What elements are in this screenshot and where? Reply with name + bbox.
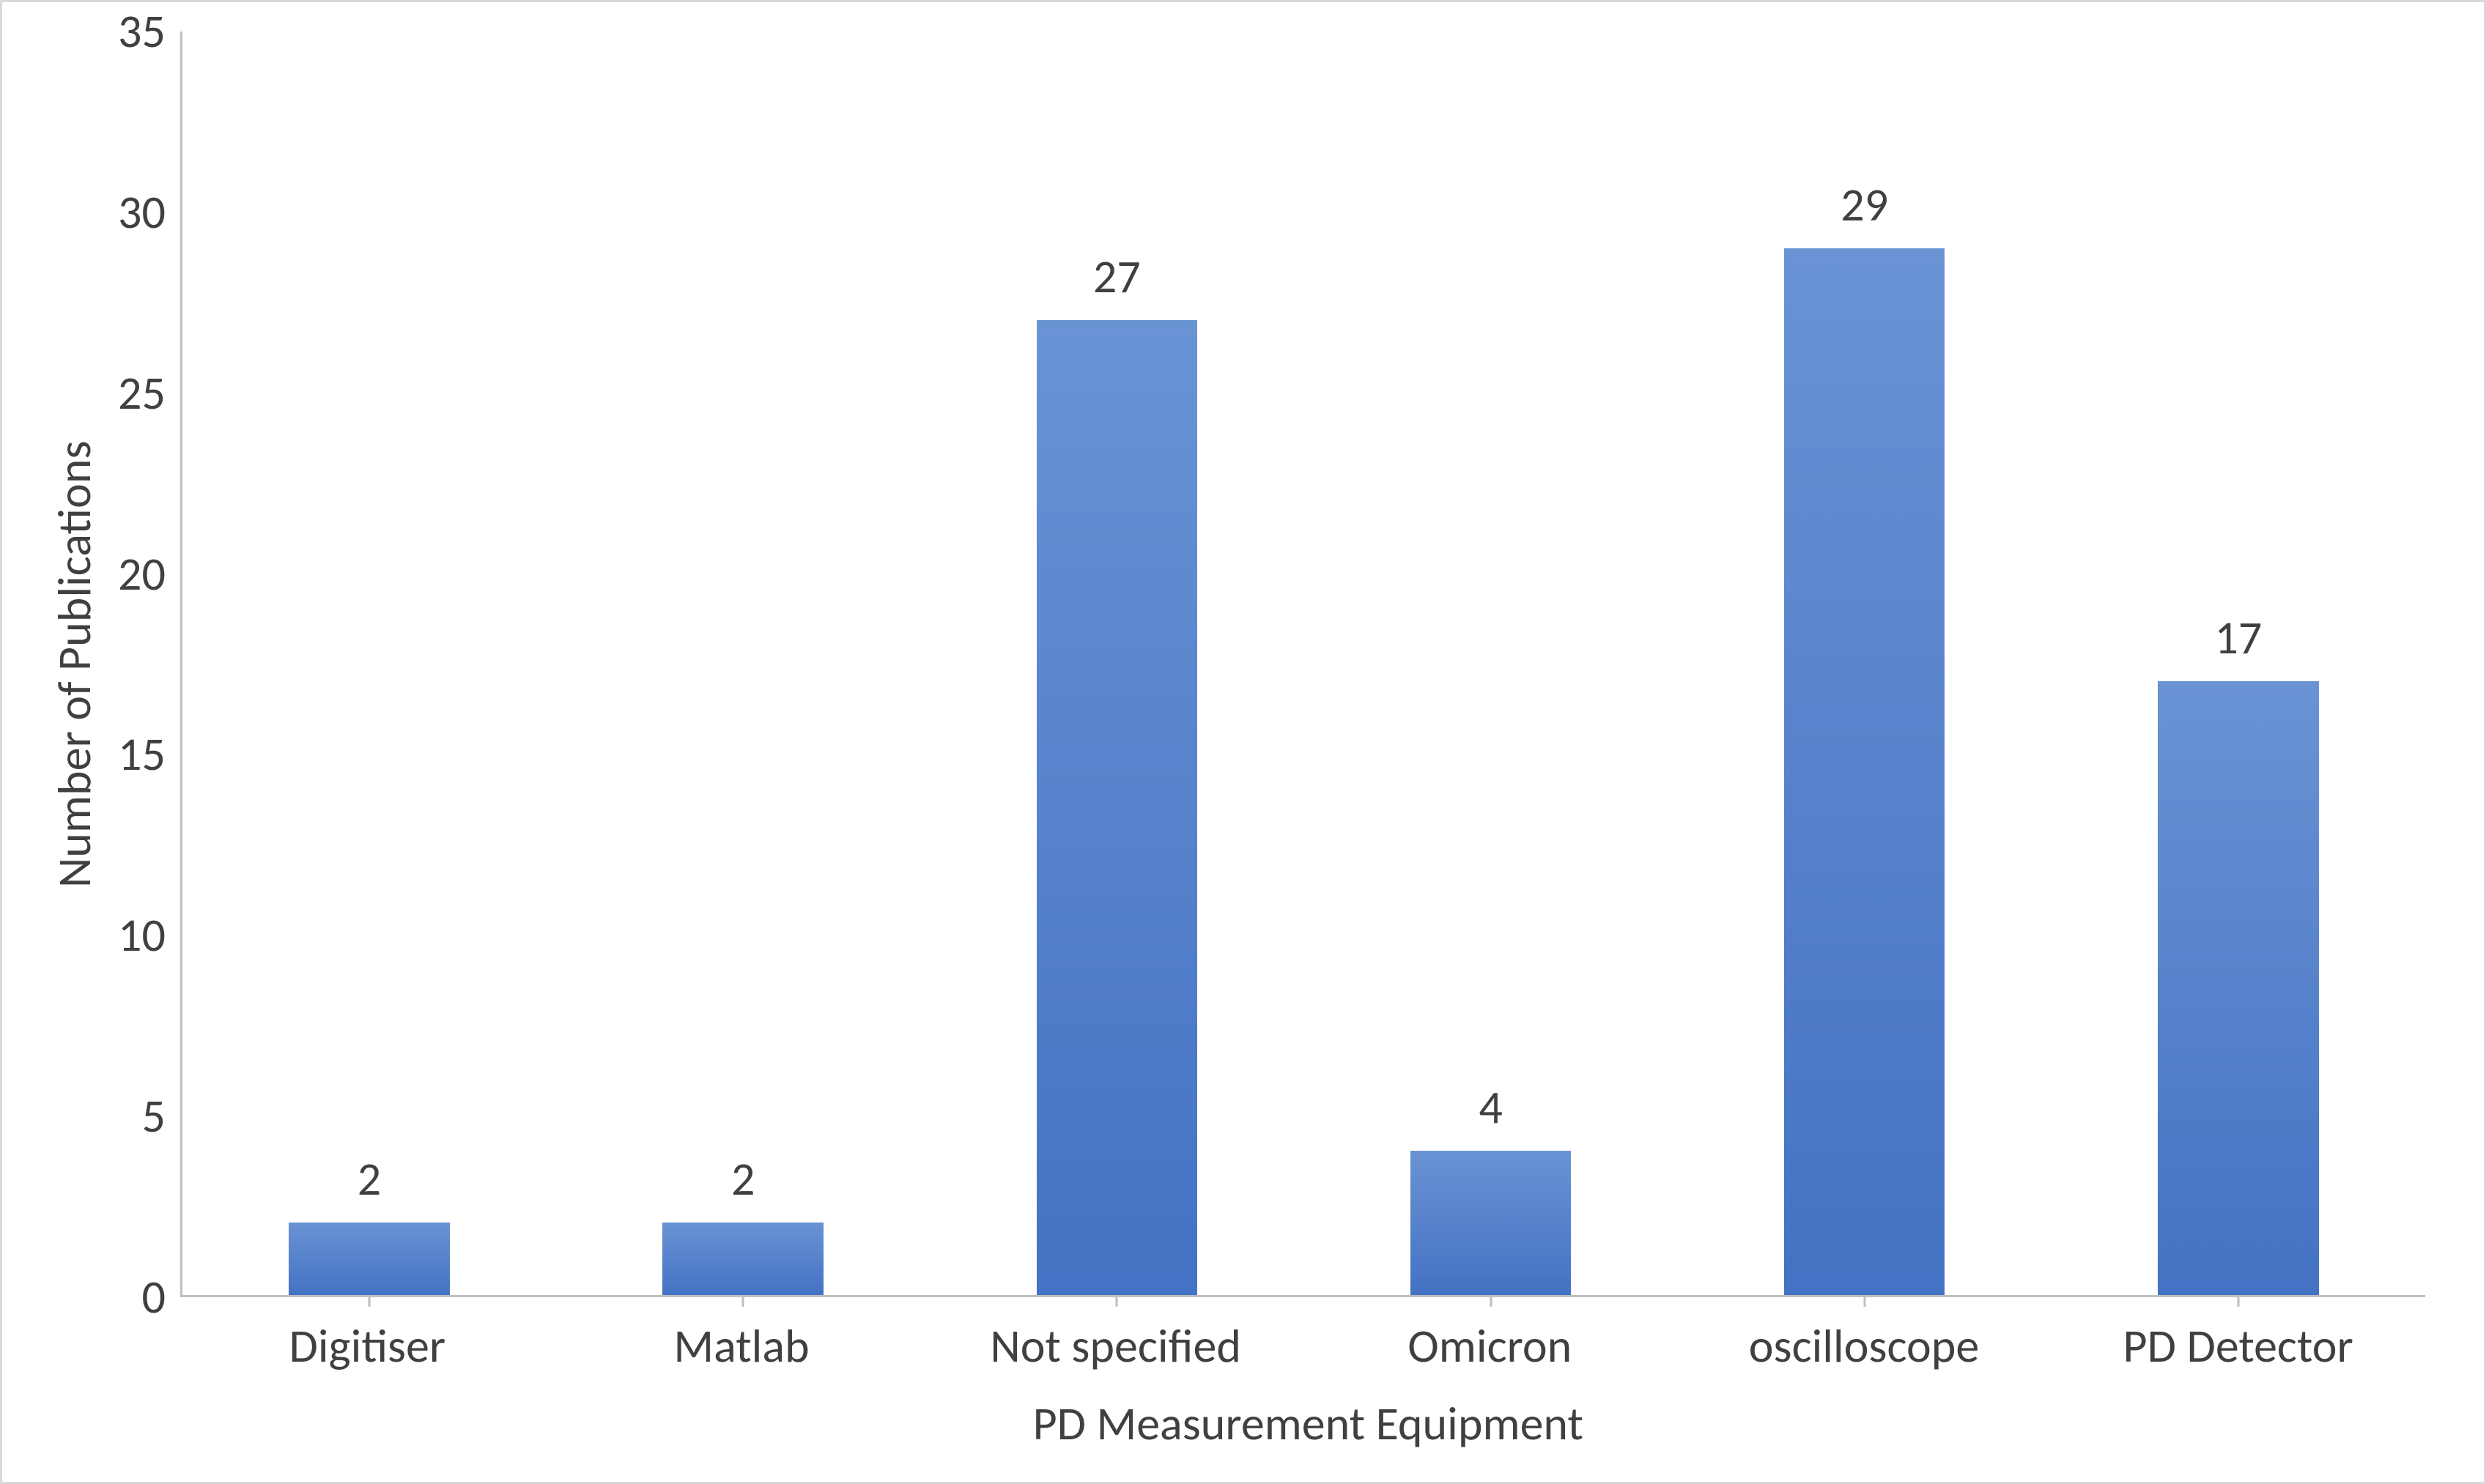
bar: [662, 1223, 823, 1295]
x-tick-label: Omicron: [1303, 1297, 1677, 1375]
x-tick-mark: [1863, 1295, 1865, 1307]
bar-value-label: 27: [1093, 248, 1141, 305]
y-ticks: 35302520151050: [118, 31, 180, 1297]
x-tick-mark: [742, 1295, 744, 1307]
bar-slot: 27: [930, 31, 1303, 1295]
bar-slot: 2: [556, 31, 930, 1295]
x-tick-label: Matlab: [555, 1297, 929, 1375]
y-axis: Number of Publications 35302520151050: [32, 31, 180, 1297]
x-label-spacer: [32, 1297, 180, 1375]
x-tick-label: Digitiser: [180, 1297, 555, 1375]
x-tick-label: Not specified: [928, 1297, 1303, 1375]
y-axis-title: Number of Publications: [32, 31, 118, 1297]
chart-container: Number of Publications 35302520151050 22…: [0, 0, 2486, 1484]
x-tick-mark: [1490, 1295, 1492, 1307]
bar-slot: 2: [182, 31, 556, 1295]
x-axis-title: PD Measurement Equipment: [32, 1375, 2425, 1453]
x-tick-mark: [2237, 1295, 2239, 1307]
x-axis-title-text: PD Measurement Equipment: [1033, 1395, 1583, 1453]
bar: [1037, 320, 1197, 1295]
x-axis: DigitiserMatlabNot specifiedOmicronoscil…: [32, 1297, 2425, 1453]
bar: [2158, 681, 2318, 1295]
plot-area: 2 2 27 4 29 17: [180, 31, 2425, 1297]
bar-slot: 29: [1678, 31, 2052, 1295]
chart-body: Number of Publications 35302520151050 22…: [32, 31, 2425, 1297]
bar: [1410, 1151, 1571, 1295]
x-tick-mark: [1116, 1295, 1118, 1307]
bar: [289, 1223, 449, 1295]
bar-slot: 17: [2052, 31, 2425, 1295]
bar-value-label: 17: [2214, 609, 2262, 667]
bar-value-label: 4: [1479, 1079, 1502, 1136]
bar-value-label: 2: [358, 1151, 381, 1208]
bar-slot: 4: [1303, 31, 1677, 1295]
bar-value-label: 29: [1841, 177, 1888, 234]
bar-value-label: 2: [731, 1151, 755, 1208]
x-labels-row: DigitiserMatlabNot specifiedOmicronoscil…: [32, 1297, 2425, 1375]
x-tick-mark: [368, 1295, 370, 1307]
bar: [1784, 248, 1945, 1295]
x-tick-label: PD Detector: [2051, 1297, 2425, 1375]
x-tick-label: oscilloscope: [1677, 1297, 2052, 1375]
